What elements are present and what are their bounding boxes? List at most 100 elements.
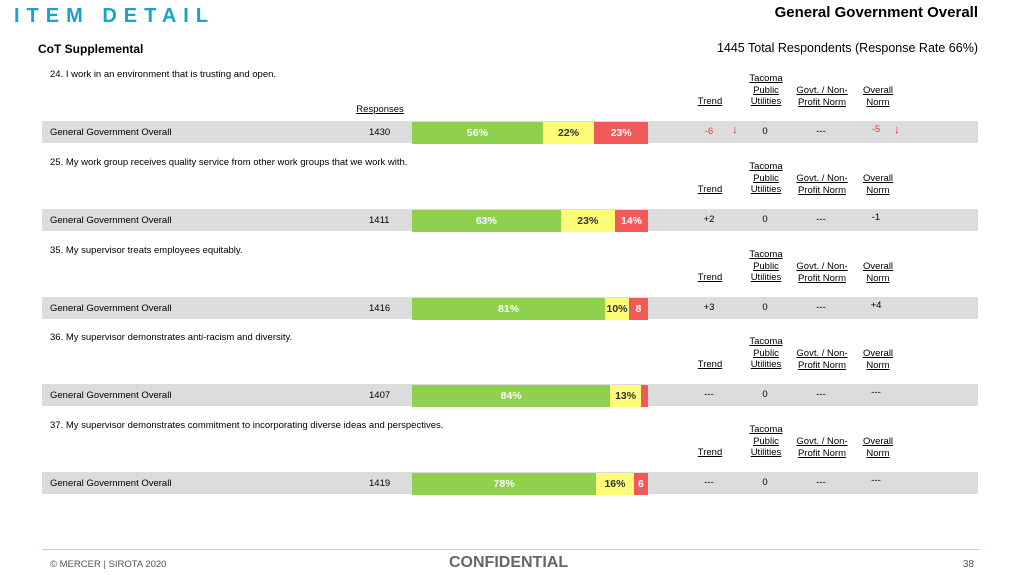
- tpu-header-line: Public: [753, 260, 779, 272]
- overall-norm-header-line: Norm: [866, 272, 890, 284]
- overall-norm-header-line: Norm: [866, 447, 890, 459]
- table-row: General Government Overall 1416 81% 10% 8 +3 0…: [42, 297, 978, 320]
- overall-norm-header-line: Norm: [866, 359, 890, 371]
- neutral-segment: 13%: [610, 385, 641, 407]
- favorable-segment: 56%: [412, 122, 543, 144]
- response-count: 1407: [369, 390, 391, 401]
- row-label: General Government Overall: [50, 478, 172, 489]
- tpu-value: 0: [762, 477, 768, 488]
- govt-norm-value: ---: [816, 477, 826, 488]
- tpu-header-line: Public: [753, 435, 779, 447]
- question-block: 35. My supervisor treats employees equit…: [0, 245, 1024, 333]
- trend-header: Trend: [697, 96, 723, 107]
- unfavorable-segment: 23%: [594, 122, 648, 144]
- tpu-value: 0: [762, 214, 768, 225]
- arrow-down-icon: ↓: [894, 122, 900, 136]
- table-row: General Government Overall 1430 56% 22% 23% -…: [42, 121, 978, 144]
- trend-header: Trend: [697, 447, 723, 458]
- tpu-header-line: Public: [753, 172, 779, 184]
- neutral-segment: 10%: [605, 298, 629, 320]
- tpu-header-line: Tacoma: [749, 336, 783, 347]
- tpu-value: 0: [762, 126, 768, 137]
- question-block: 24. I work in an environment that is tru…: [0, 69, 1024, 157]
- tpu-value: 0: [762, 389, 768, 400]
- overall-norm-header: Overall Norm: [852, 173, 904, 196]
- overall-norm-header-line: Overall: [862, 173, 894, 184]
- tpu-header-line: Utilities: [750, 272, 782, 283]
- group-title: General Government Overall: [774, 4, 978, 21]
- tpu-header-line: Utilities: [750, 184, 782, 195]
- neutral-segment: 22%: [542, 122, 595, 144]
- section-subtitle: CoT Supplemental: [38, 42, 144, 56]
- trend-header: Trend: [697, 359, 723, 370]
- trend-value: +2: [703, 214, 715, 225]
- overall-norm-header-line: Overall: [862, 436, 894, 447]
- question-block: 25. My work group receives quality servi…: [0, 157, 1024, 245]
- copyright: © MERCER | SIROTA 2020: [50, 559, 167, 570]
- govt-norm-header-line: Profit Norm: [797, 184, 847, 196]
- unfavorable-segment: [640, 385, 648, 407]
- confidential-label: CONFIDENTIAL: [449, 554, 569, 571]
- tpu-header-line: Utilities: [750, 447, 782, 458]
- trend-header: Trend: [697, 272, 723, 283]
- overall-norm-value: -1: [871, 212, 881, 223]
- tpu-header-line: Public: [753, 347, 779, 359]
- respondents-summary: 1445 Total Respondents (Response Rate 66…: [716, 41, 978, 55]
- govt-norm-value: ---: [816, 214, 826, 225]
- overall-norm-value: ---: [871, 387, 881, 398]
- govt-norm-header-line: Profit Norm: [797, 447, 847, 459]
- govt-norm-header-line: Profit Norm: [797, 96, 847, 108]
- response-count: 1430: [369, 127, 391, 138]
- overall-norm-header-line: Overall: [862, 348, 894, 359]
- favorable-segment: 84%: [412, 385, 611, 407]
- govt-norm-header-line: Govt. / Non-: [796, 85, 848, 96]
- trend-value: +3: [703, 302, 715, 313]
- govt-norm-header: Govt. / Non- Profit Norm: [790, 85, 854, 108]
- overall-norm-header-line: Norm: [866, 96, 890, 108]
- govt-norm-header-line: Govt. / Non-: [796, 436, 848, 447]
- unfavorable-segment: 8: [628, 298, 648, 320]
- question-text: 24. I work in an environment that is tru…: [50, 69, 277, 80]
- favorable-segment: 81%: [412, 298, 606, 320]
- tpu-header: Tacoma Public Utilities: [740, 424, 792, 459]
- overall-norm-header-line: Overall: [862, 261, 894, 272]
- table-row: General Government Overall 1407 84% 13% --- 0…: [42, 384, 978, 407]
- govt-norm-header-line: Profit Norm: [797, 359, 847, 371]
- responses-header: Responses: [356, 104, 404, 115]
- govt-norm-header: Govt. / Non- Profit Norm: [790, 348, 854, 371]
- govt-norm-value: ---: [816, 389, 826, 400]
- response-count: 1416: [369, 303, 391, 314]
- arrow-down-icon: ↓: [732, 122, 738, 136]
- question-block: 36. My supervisor demonstrates anti-raci…: [0, 332, 1024, 420]
- overall-norm-value: ---: [871, 475, 881, 486]
- table-row: General Government Overall 1411 63% 23% 14% +…: [42, 209, 978, 232]
- row-label: General Government Overall: [50, 303, 172, 314]
- govt-norm-header-line: Govt. / Non-: [796, 173, 848, 184]
- table-row: General Government Overall 1419 78% 16% 6 ---…: [42, 472, 978, 495]
- trend-value: ---: [704, 389, 714, 400]
- govt-norm-header-line: Govt. / Non-: [796, 348, 848, 359]
- question-text: 37. My supervisor demonstrates commitmen…: [50, 420, 444, 431]
- govt-norm-header: Govt. / Non- Profit Norm: [790, 261, 854, 284]
- tpu-header-line: Tacoma: [749, 73, 783, 84]
- govt-norm-header-line: Profit Norm: [797, 272, 847, 284]
- tpu-value: 0: [762, 302, 768, 313]
- row-label: General Government Overall: [50, 215, 172, 226]
- govt-norm-value: ---: [816, 126, 826, 137]
- govt-norm-header: Govt. / Non- Profit Norm: [790, 436, 854, 459]
- govt-norm-header: Govt. / Non- Profit Norm: [790, 173, 854, 196]
- tpu-header: Tacoma Public Utilities: [740, 73, 792, 108]
- trend-header: Trend: [697, 184, 723, 195]
- tpu-header-line: Public: [753, 84, 779, 96]
- page-number: 38: [962, 559, 974, 570]
- neutral-segment: 16%: [596, 473, 634, 495]
- overall-norm-header: Overall Norm: [852, 85, 904, 108]
- page-title: ITEM DETAIL: [14, 5, 216, 27]
- overall-norm-value: -5: [871, 124, 881, 135]
- question-text: 35. My supervisor treats employees equit…: [50, 245, 243, 256]
- overall-norm-value: +4: [870, 300, 882, 311]
- tpu-header: Tacoma Public Utilities: [740, 161, 792, 196]
- overall-norm-header: Overall Norm: [852, 436, 904, 459]
- question-text: 25. My work group receives quality servi…: [50, 157, 408, 168]
- stacked-bar: 63% 23% 14%: [412, 210, 648, 232]
